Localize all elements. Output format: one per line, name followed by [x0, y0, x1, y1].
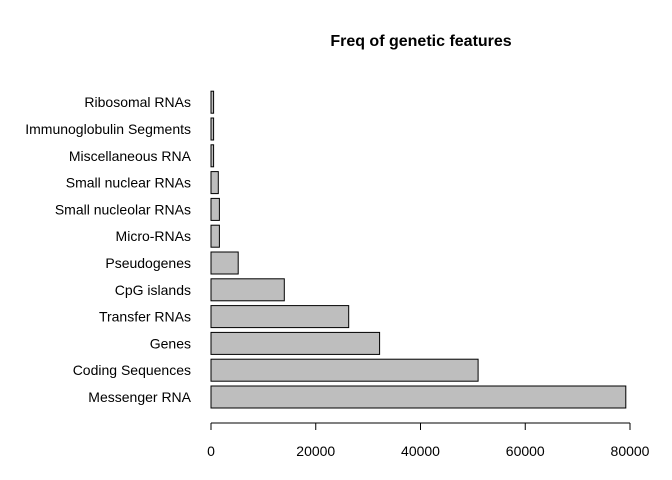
bar-coding-sequences — [210, 358, 479, 382]
bar-cpg-islands — [210, 278, 285, 302]
bars-group — [210, 90, 627, 409]
x-tick-label: 0 — [207, 443, 215, 459]
category-label: Small nuclear RNAs — [66, 175, 191, 191]
bar-micro-rnas — [210, 224, 220, 248]
category-label: Genes — [150, 335, 191, 351]
category-label: Miscellaneous RNA — [69, 148, 192, 164]
category-labels: Messenger RNA Coding Sequences Genes Transf… — [25, 94, 191, 405]
x-tick-label: 60000 — [506, 443, 545, 459]
category-label: Immunoglobulin Segments — [25, 121, 191, 137]
category-label: Messenger RNA — [88, 389, 191, 405]
category-label: Micro-RNAs — [116, 228, 191, 244]
bar-transfer-rnas — [210, 305, 350, 329]
bar-immunoglobulin-segments — [210, 117, 215, 141]
bar-ribosomal-rnas — [210, 90, 215, 114]
x-tick-label: 80000 — [611, 443, 650, 459]
bar-miscellaneous-rna — [210, 144, 215, 168]
x-tick-label: 20000 — [296, 443, 335, 459]
category-label: CpG islands — [115, 282, 191, 298]
bar-genes — [210, 331, 381, 355]
chart-title: Freq of genetic features — [330, 33, 511, 50]
category-label: Pseudogenes — [105, 255, 191, 271]
bar-small-nuclear-rnas — [210, 171, 219, 195]
category-label: Ribosomal RNAs — [84, 94, 191, 110]
bar-messenger-rna — [210, 385, 627, 409]
x-axis: 0 20000 40000 60000 80000 — [207, 422, 650, 459]
category-label: Small nucleolar RNAs — [55, 201, 191, 217]
bar-pseudogenes — [210, 251, 239, 275]
category-label: Transfer RNAs — [99, 309, 191, 325]
category-label: Coding Sequences — [73, 362, 191, 378]
x-tick-label: 40000 — [401, 443, 440, 459]
bar-small-nucleolar-rnas — [210, 197, 220, 221]
